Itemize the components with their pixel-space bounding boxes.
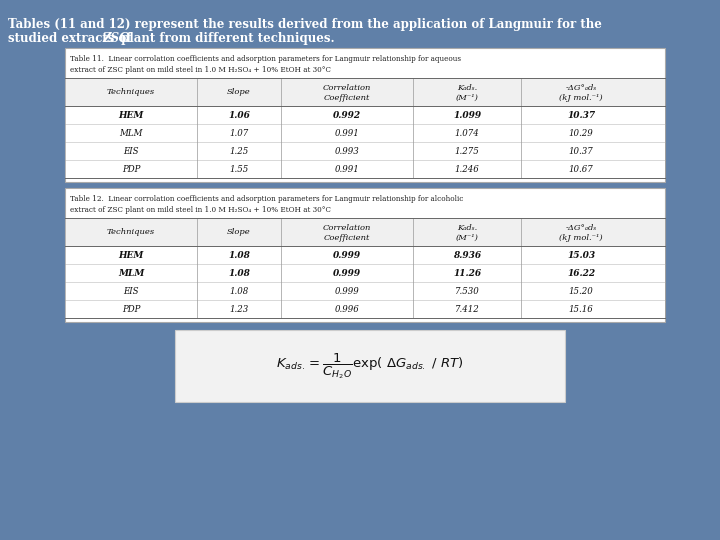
Text: Correlation: Correlation (323, 224, 372, 232)
Bar (65, 142, 665, 160)
Text: Table 11.  Linear corrolation coefficients and adsorption parameters for Langmui: Table 11. Linear corrolation coefficient… (70, 55, 461, 63)
Bar (65, 300, 665, 318)
Text: Techniques: Techniques (107, 88, 155, 96)
Text: MLM: MLM (118, 268, 144, 278)
Text: 0.991: 0.991 (335, 165, 359, 173)
Text: plant from different techniques.: plant from different techniques. (117, 32, 334, 45)
Text: extract of ZSC plant on mild steel in 1.0 M H₂SO₄ + 10% EtOH at 30°C: extract of ZSC plant on mild steel in 1.… (70, 206, 331, 214)
Text: EIS: EIS (123, 287, 139, 295)
Text: HEM: HEM (118, 251, 144, 260)
Text: Table 12.  Linear corrolation coefficients and adsorption parameters for Langmui: Table 12. Linear corrolation coefficient… (70, 195, 464, 203)
Text: PDP: PDP (122, 165, 140, 173)
Text: Slope: Slope (227, 228, 251, 236)
Text: (kJ mol.⁻¹): (kJ mol.⁻¹) (559, 94, 603, 102)
Text: 1.099: 1.099 (453, 111, 481, 119)
Bar (65, 246, 665, 264)
Bar (65, 282, 665, 300)
Text: 1.25: 1.25 (230, 146, 248, 156)
Text: 0.991: 0.991 (335, 129, 359, 138)
Text: 0.996: 0.996 (335, 305, 359, 314)
Text: extract of ZSC plant on mild steel in 1.0 M H₂SO₄ + 10% EtOH at 30°C: extract of ZSC plant on mild steel in 1.… (70, 66, 331, 75)
Text: 16.22: 16.22 (567, 268, 595, 278)
Text: MLM: MLM (120, 129, 143, 138)
Text: 1.07: 1.07 (230, 129, 248, 138)
Text: Correlation: Correlation (323, 84, 372, 92)
Text: 11.26: 11.26 (453, 268, 481, 278)
Text: 10.29: 10.29 (569, 129, 593, 138)
Text: $K_{ads.} = \dfrac{1}{C_{H_2O}} \exp(\ \Delta G_{ads.}\ /\ RT)$: $K_{ads.} = \dfrac{1}{C_{H_2O}} \exp(\ \… (276, 351, 464, 381)
Text: 1.074: 1.074 (454, 129, 480, 138)
Text: (M⁻¹): (M⁻¹) (456, 94, 478, 102)
Bar (65, 78, 665, 106)
Text: Coefficient: Coefficient (324, 234, 370, 242)
Text: 0.999: 0.999 (333, 268, 361, 278)
Text: 10.67: 10.67 (569, 165, 593, 173)
Bar (65, 264, 665, 282)
Text: 10.37: 10.37 (567, 111, 595, 119)
Text: 1.23: 1.23 (230, 305, 248, 314)
Bar (65, 188, 665, 322)
Text: 7.530: 7.530 (454, 287, 480, 295)
Bar (65, 124, 665, 142)
Text: -ΔG°ₐdₛ: -ΔG°ₐdₛ (565, 224, 597, 232)
Text: (kJ mol.⁻¹): (kJ mol.⁻¹) (559, 234, 603, 242)
Text: 1.08: 1.08 (228, 268, 250, 278)
Bar (175, 330, 565, 402)
Text: Kₐdₛ.: Kₐdₛ. (457, 224, 477, 232)
Text: Coefficient: Coefficient (324, 94, 370, 102)
Text: Kₐdₛ.: Kₐdₛ. (457, 84, 477, 92)
Text: 15.20: 15.20 (569, 287, 593, 295)
Text: 1.55: 1.55 (230, 165, 248, 173)
Text: PDP: PDP (122, 305, 140, 314)
Text: Techniques: Techniques (107, 228, 155, 236)
Text: Slope: Slope (227, 88, 251, 96)
Text: EIS: EIS (123, 146, 139, 156)
Text: ZSC: ZSC (102, 32, 129, 45)
Text: HEM: HEM (118, 111, 144, 119)
Text: 1.08: 1.08 (228, 251, 250, 260)
Text: 0.993: 0.993 (335, 146, 359, 156)
Text: 1.08: 1.08 (230, 287, 248, 295)
Text: 15.03: 15.03 (567, 251, 595, 260)
Text: 0.992: 0.992 (333, 111, 361, 119)
Text: 1.246: 1.246 (454, 165, 480, 173)
Text: 8.936: 8.936 (453, 251, 481, 260)
Bar (65, 106, 665, 124)
Text: studied extracts of: studied extracts of (8, 32, 135, 45)
Text: Tables (11 and 12) represent the results derived from the application of Langmui: Tables (11 and 12) represent the results… (8, 18, 602, 31)
Text: 1.275: 1.275 (454, 146, 480, 156)
Bar (65, 48, 665, 182)
Text: (M⁻¹): (M⁻¹) (456, 234, 478, 242)
Text: 0.999: 0.999 (335, 287, 359, 295)
Text: 0.999: 0.999 (333, 251, 361, 260)
Text: 1.06: 1.06 (228, 111, 250, 119)
Text: -ΔG°ₐdₛ: -ΔG°ₐdₛ (565, 84, 597, 92)
Text: 15.16: 15.16 (569, 305, 593, 314)
Bar (65, 160, 665, 178)
Text: 10.37: 10.37 (569, 146, 593, 156)
Bar (65, 218, 665, 246)
Text: 7.412: 7.412 (454, 305, 480, 314)
